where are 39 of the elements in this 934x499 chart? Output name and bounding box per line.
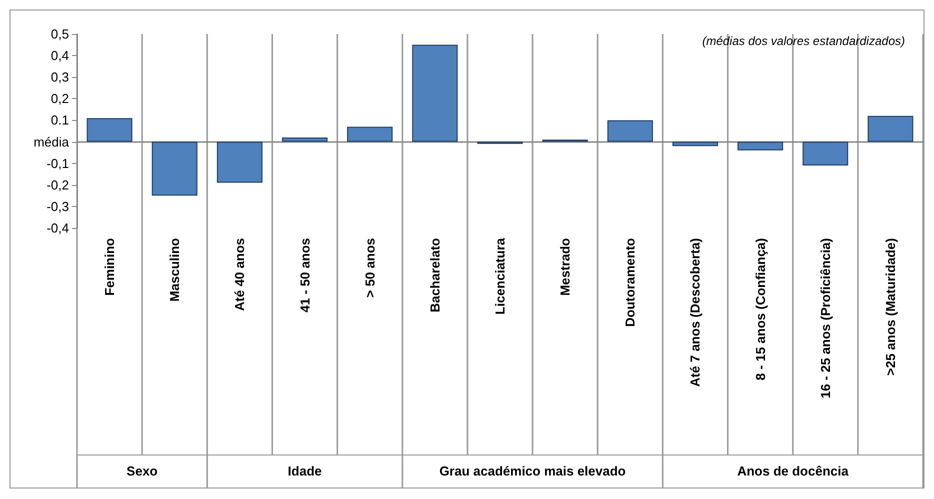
y-tick-label: -0,2 [46, 177, 69, 192]
x-tick-label: 16 - 25 anos (Proficiência) [818, 238, 833, 398]
y-tick-label: média [34, 134, 70, 150]
y-tick-label: 0.1 [50, 112, 69, 128]
x-tick-label: Mestrado [558, 238, 573, 296]
y-tick-label: -0,3 [46, 198, 69, 214]
x-tick-label: Bacharelato [427, 238, 442, 312]
bar [216, 142, 262, 183]
x-tick-label: 41 - 50 anos [297, 238, 312, 312]
x-tick-label: Doutoramento [622, 238, 638, 327]
x-tick-label: Feminino [102, 238, 118, 296]
x-tick-label: Masculino [167, 238, 182, 302]
bar [86, 118, 132, 142]
y-tick-label: 0,3 [50, 70, 69, 85]
bar [802, 142, 848, 166]
x-tick-label: 8 - 15 anos (Confiança) [752, 238, 768, 380]
x-tick-label: Até 40 anos [232, 238, 248, 311]
bar [347, 126, 393, 142]
x-tick-label: Até 7 anos (Descoberta) [688, 238, 703, 387]
text: Anos de docência [737, 464, 850, 478]
bar [152, 142, 198, 196]
bar [672, 142, 718, 146]
y-tick-label: 0,4 [50, 48, 69, 64]
bar [607, 120, 653, 142]
text: Idade [288, 464, 322, 478]
annotation: (médias dos valores estandardizados) [702, 34, 905, 48]
bar [282, 137, 328, 142]
bar [412, 44, 458, 142]
x-tick-label: > 50 anos [362, 238, 378, 298]
y-tick-label: 0,2 [50, 91, 69, 106]
y-tick-label: 0,5 [50, 26, 69, 42]
text: Sexo [126, 464, 158, 478]
y-tick-label: -0,4 [46, 220, 69, 236]
bar [868, 116, 914, 142]
text: Grau académico mais elevado [439, 464, 626, 478]
x-tick-label: Licenciatura [492, 237, 508, 315]
y-tick-label: -0,1 [46, 156, 69, 171]
bar [738, 142, 784, 150]
x-tick-label: >25 anos (Maturidade) [882, 238, 898, 376]
